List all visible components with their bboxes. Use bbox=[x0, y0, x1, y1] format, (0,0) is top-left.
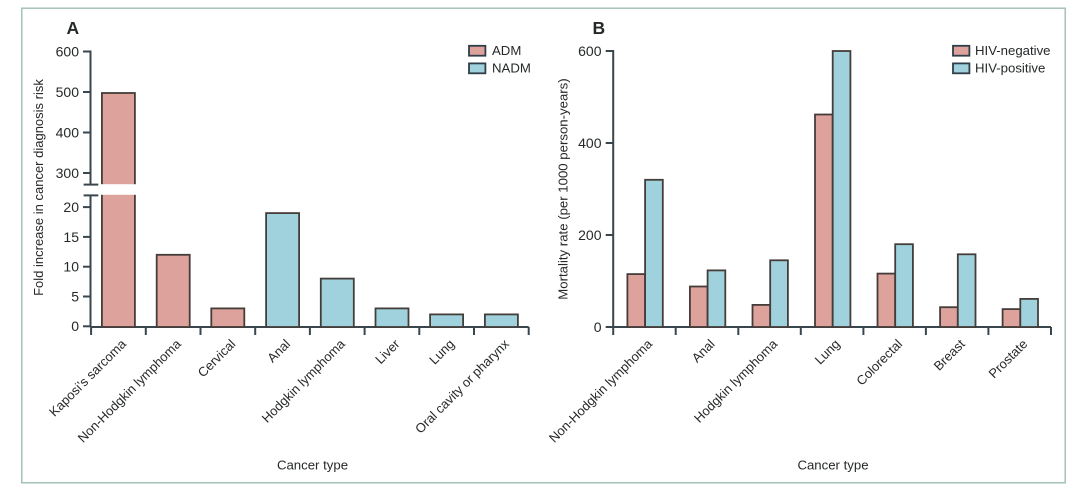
svg-text:10: 10 bbox=[63, 259, 79, 275]
svg-text:200: 200 bbox=[578, 227, 602, 243]
svg-text:0: 0 bbox=[594, 319, 602, 335]
svg-text:A: A bbox=[67, 18, 80, 38]
svg-text:15: 15 bbox=[63, 229, 79, 245]
svg-text:500: 500 bbox=[56, 84, 80, 100]
svg-text:Mortality rate (per 1000 perso: Mortality rate (per 1000 person-years) bbox=[556, 78, 571, 299]
svg-text:HIV-positive: HIV-positive bbox=[975, 60, 1045, 75]
svg-text:Cancer type: Cancer type bbox=[277, 458, 348, 473]
svg-text:Fold increase in cancer diagno: Fold increase in cancer diagnosis risk bbox=[31, 79, 46, 296]
svg-text:B: B bbox=[593, 18, 606, 38]
svg-text:300: 300 bbox=[56, 165, 80, 181]
svg-text:400: 400 bbox=[56, 124, 80, 140]
svg-text:5: 5 bbox=[71, 288, 79, 304]
svg-text:ADM: ADM bbox=[492, 43, 521, 58]
svg-text:HIV-negative: HIV-negative bbox=[975, 43, 1051, 58]
svg-text:NADM: NADM bbox=[492, 60, 531, 75]
svg-text:Cancer type: Cancer type bbox=[797, 458, 868, 473]
svg-text:0: 0 bbox=[71, 318, 79, 334]
svg-text:400: 400 bbox=[578, 135, 602, 151]
svg-text:20: 20 bbox=[63, 199, 79, 215]
svg-text:600: 600 bbox=[578, 43, 602, 59]
svg-text:600: 600 bbox=[56, 43, 80, 59]
